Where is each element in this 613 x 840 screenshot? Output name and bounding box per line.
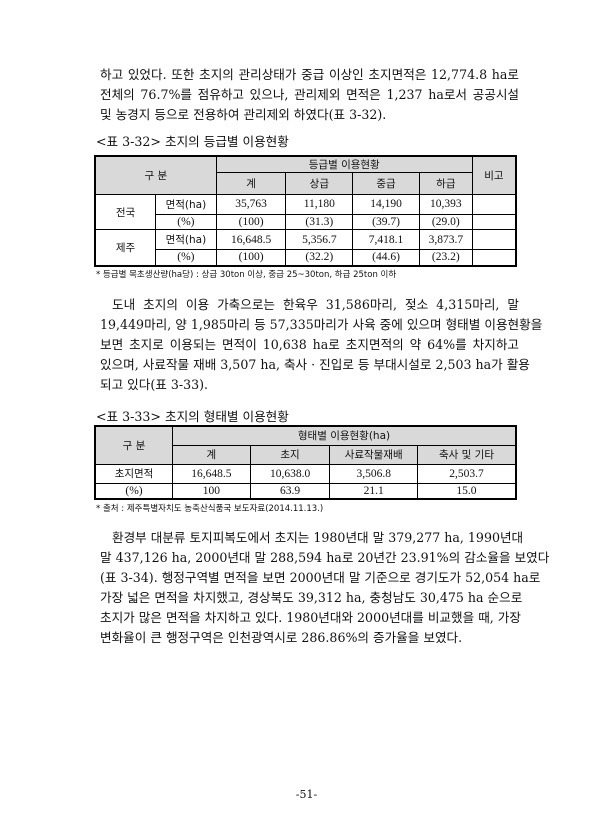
cell-note [471,229,517,250]
col-header: 사료작물재배 [329,444,418,465]
table-caption: <표 3-33> 초지의 형태별 이용현황 [96,409,289,424]
col-header: 축사 및 기타 [416,444,517,465]
text-line: 전체의 76.7%를 점유하고 있으나, 관리제외 면적은 1,237 ha로서… [100,87,519,102]
cell: (44.6) [352,248,420,267]
cell: 3,873.7 [418,229,473,250]
cell: 16,648.5 [215,229,287,250]
table-footnote: * 출처 : 제주특별자치도 농축산식품국 보도자료(2014.11.13.) [96,504,324,514]
text-line: 보면 초지로 이용되는 면적이 10,638 ha로 초지면적의 약 64%를 … [100,337,519,352]
paragraph-1: 하고 있었다. 또한 초지의 관리상태가 중급 이상인 초지면적은 12,774… [100,65,519,125]
cell: 100 [172,482,251,500]
cell: (32.2) [285,248,354,267]
cell: 7,418.1 [352,229,420,250]
table-row: (%) (100) (31.3) (39.7) (29.0) [95,213,517,231]
row-label: (%) [155,213,217,231]
text-line: 변화율이 큰 행정구역은 인천광역시로 286.86%의 증가율을 보였다. [100,630,463,645]
table-row: (%) (100) (32.2) (44.6) (23.2) [95,248,517,267]
text-line: 되고 있다(표 3-33). [100,377,209,392]
cell: 14,190 [352,194,420,215]
cell: 5,356.7 [285,229,354,250]
text-line: 및 농경지 등으로 전용하여 관리제외 하였다(표 3-32). [100,107,387,122]
row-region: 전국 [94,193,157,231]
page-number: -51- [295,788,318,801]
header-note: 비고 [471,155,517,195]
grade-usage-table: 구 분 등급별 이용현황 비고 계 상급 중급 하급 전국 면적(ha) 35,… [94,155,517,267]
type-usage-table: 구 분 형태별 이용현황(ha) 계 초지 사료작물재배 축사 및 기타 초지면… [94,425,517,500]
text-line: 가장 넓은 면적을 차지했고, 경상북도 39,312 ha, 충청남도 30,… [100,590,523,605]
col-header: 하급 [418,172,473,195]
cell-note [471,194,517,215]
row-label: 면적(ha) [155,229,217,250]
cell: 63.9 [249,482,331,500]
header-group: 등급별 이용현황 [215,155,473,173]
table-caption: <표 3-32> 초지의 등급별 이용현황 [96,134,289,149]
table-row: 초지면적 16,648.5 10,638.0 3,506.8 2,503.7 [94,463,517,484]
text-line: 하고 있었다. 또한 초지의 관리상태가 중급 이상인 초지면적은 12,774… [100,67,519,82]
col-header: 상급 [285,172,354,195]
text-line: 19,449마리, 양 1,985마리 등 57,335마리가 사육 중에 있으… [100,317,543,332]
row-label: 초지면적 [94,463,174,484]
cell: 15.0 [416,482,517,500]
row-label: (%) [94,482,174,500]
cell: (100) [215,248,287,267]
cell: 3,506.8 [329,463,418,484]
col-header: 초지 [249,444,331,465]
cell: 10,638.0 [249,463,331,484]
cell-note [471,213,517,231]
col-header: 중급 [352,172,420,195]
table-row: 전국 면적(ha) 35,763 11,180 14,190 10,393 [94,193,517,231]
text-line: 도내 초지의 이용 가축으로는 한육우 31,586마리, 젖소 4,315마리… [112,297,519,312]
cell-note [471,248,517,267]
header-category: 구 분 [94,425,174,465]
cell: 21.1 [329,482,418,500]
col-header: 계 [215,172,287,195]
cell: 35,763 [215,194,287,215]
text-line: 초지가 많은 면적을 차지하고 있다. 1980년대와 2000년대를 비교했을… [100,610,521,625]
header-group: 형태별 이용현황(ha) [172,425,517,446]
cell: (29.0) [418,213,473,231]
cell: (100) [215,213,287,231]
text-line: 환경부 대분류 토지피복도에서 초지는 1980년대 말 379,277 ha,… [112,530,524,545]
row-label: 면적(ha) [155,194,217,215]
text-line: (표 3-34). 행정구역별 면적을 보면 2000년대 말 기준으로 경기도… [100,570,541,585]
table-row: 제주 면적(ha) 16,648.5 5,356.7 7,418.1 3,873… [94,229,517,267]
cell: 10,393 [418,194,473,215]
cell: 16,648.5 [172,463,251,484]
header-category: 구 분 [94,155,217,195]
cell: 2,503.7 [416,463,517,484]
paragraph-2: 도내 초지의 이용 가축으로는 한육우 31,586마리, 젖소 4,315마리… [100,295,543,395]
table-footnote: * 등급별 목초생산량(ha당) : 상급 30ton 이상, 중급 25~30… [96,270,397,280]
paragraph-3: 환경부 대분류 토지피복도에서 초지는 1980년대 말 379,277 ha,… [100,528,550,648]
col-header: 계 [172,444,251,465]
cell: 11,180 [285,194,354,215]
table-row: (%) 100 63.9 21.1 15.0 [94,482,517,500]
text-line: 말 437,126 ha, 2000년대 말 288,594 ha로 20년간 … [100,550,550,565]
cell: (39.7) [352,213,420,231]
cell: (31.3) [285,213,354,231]
row-region: 제주 [94,229,157,267]
text-line: 있으며, 사료작물 재배 3,507 ha, 축사 · 진입로 등 부대시설로 … [100,357,530,372]
row-label: (%) [155,248,217,267]
cell: (23.2) [418,248,473,267]
